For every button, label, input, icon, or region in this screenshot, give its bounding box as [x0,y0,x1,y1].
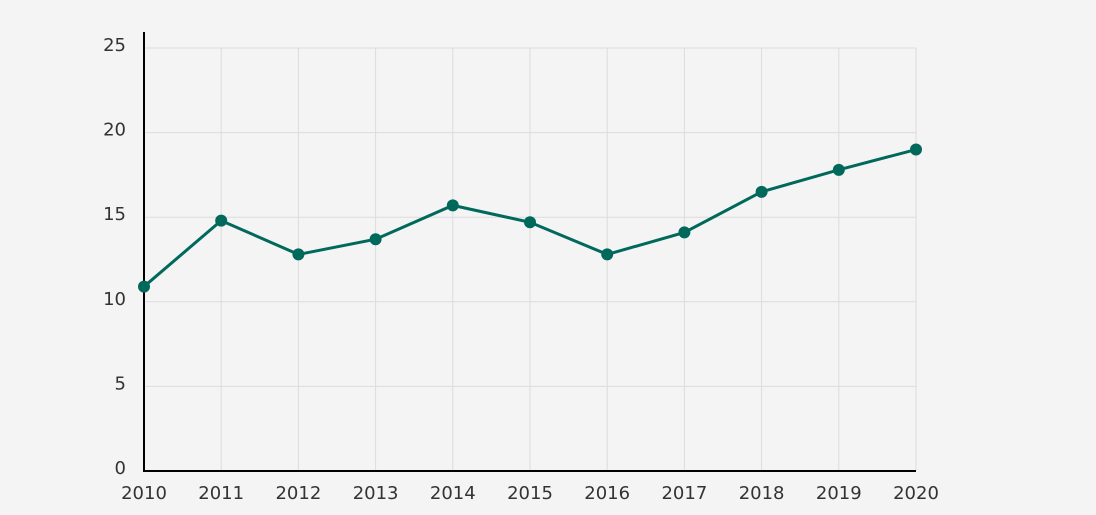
x-tick-label: 2010 [121,483,167,504]
x-tick-label: 2020 [893,483,939,504]
y-tick-label: 25 [103,35,126,56]
point [138,280,150,293]
y-tick-label: 5 [115,373,126,394]
x-tick-label: 2017 [661,483,707,504]
point [910,143,922,156]
x-tick-label: 2018 [739,483,785,504]
y-tick-label: 20 [103,120,126,141]
x-tick-label: 2014 [430,483,476,504]
point [292,248,305,261]
point [601,248,614,261]
x-tick-label: 2019 [816,483,862,504]
y-tick-label: 0 [115,458,126,479]
point [446,199,459,212]
x-tick-label: 2011 [198,483,244,504]
x-tick-label: 2013 [353,483,399,504]
x-tick-label: 2015 [507,483,553,504]
x-tick-label: 2012 [275,483,321,504]
point [215,214,228,227]
y-tick-label: 10 [103,289,126,310]
point [678,226,691,239]
point [369,233,382,246]
x-tick-label: 2016 [584,483,630,504]
point [832,163,845,176]
y-tick-label: 15 [103,204,126,225]
point [755,185,768,198]
point [524,216,536,229]
